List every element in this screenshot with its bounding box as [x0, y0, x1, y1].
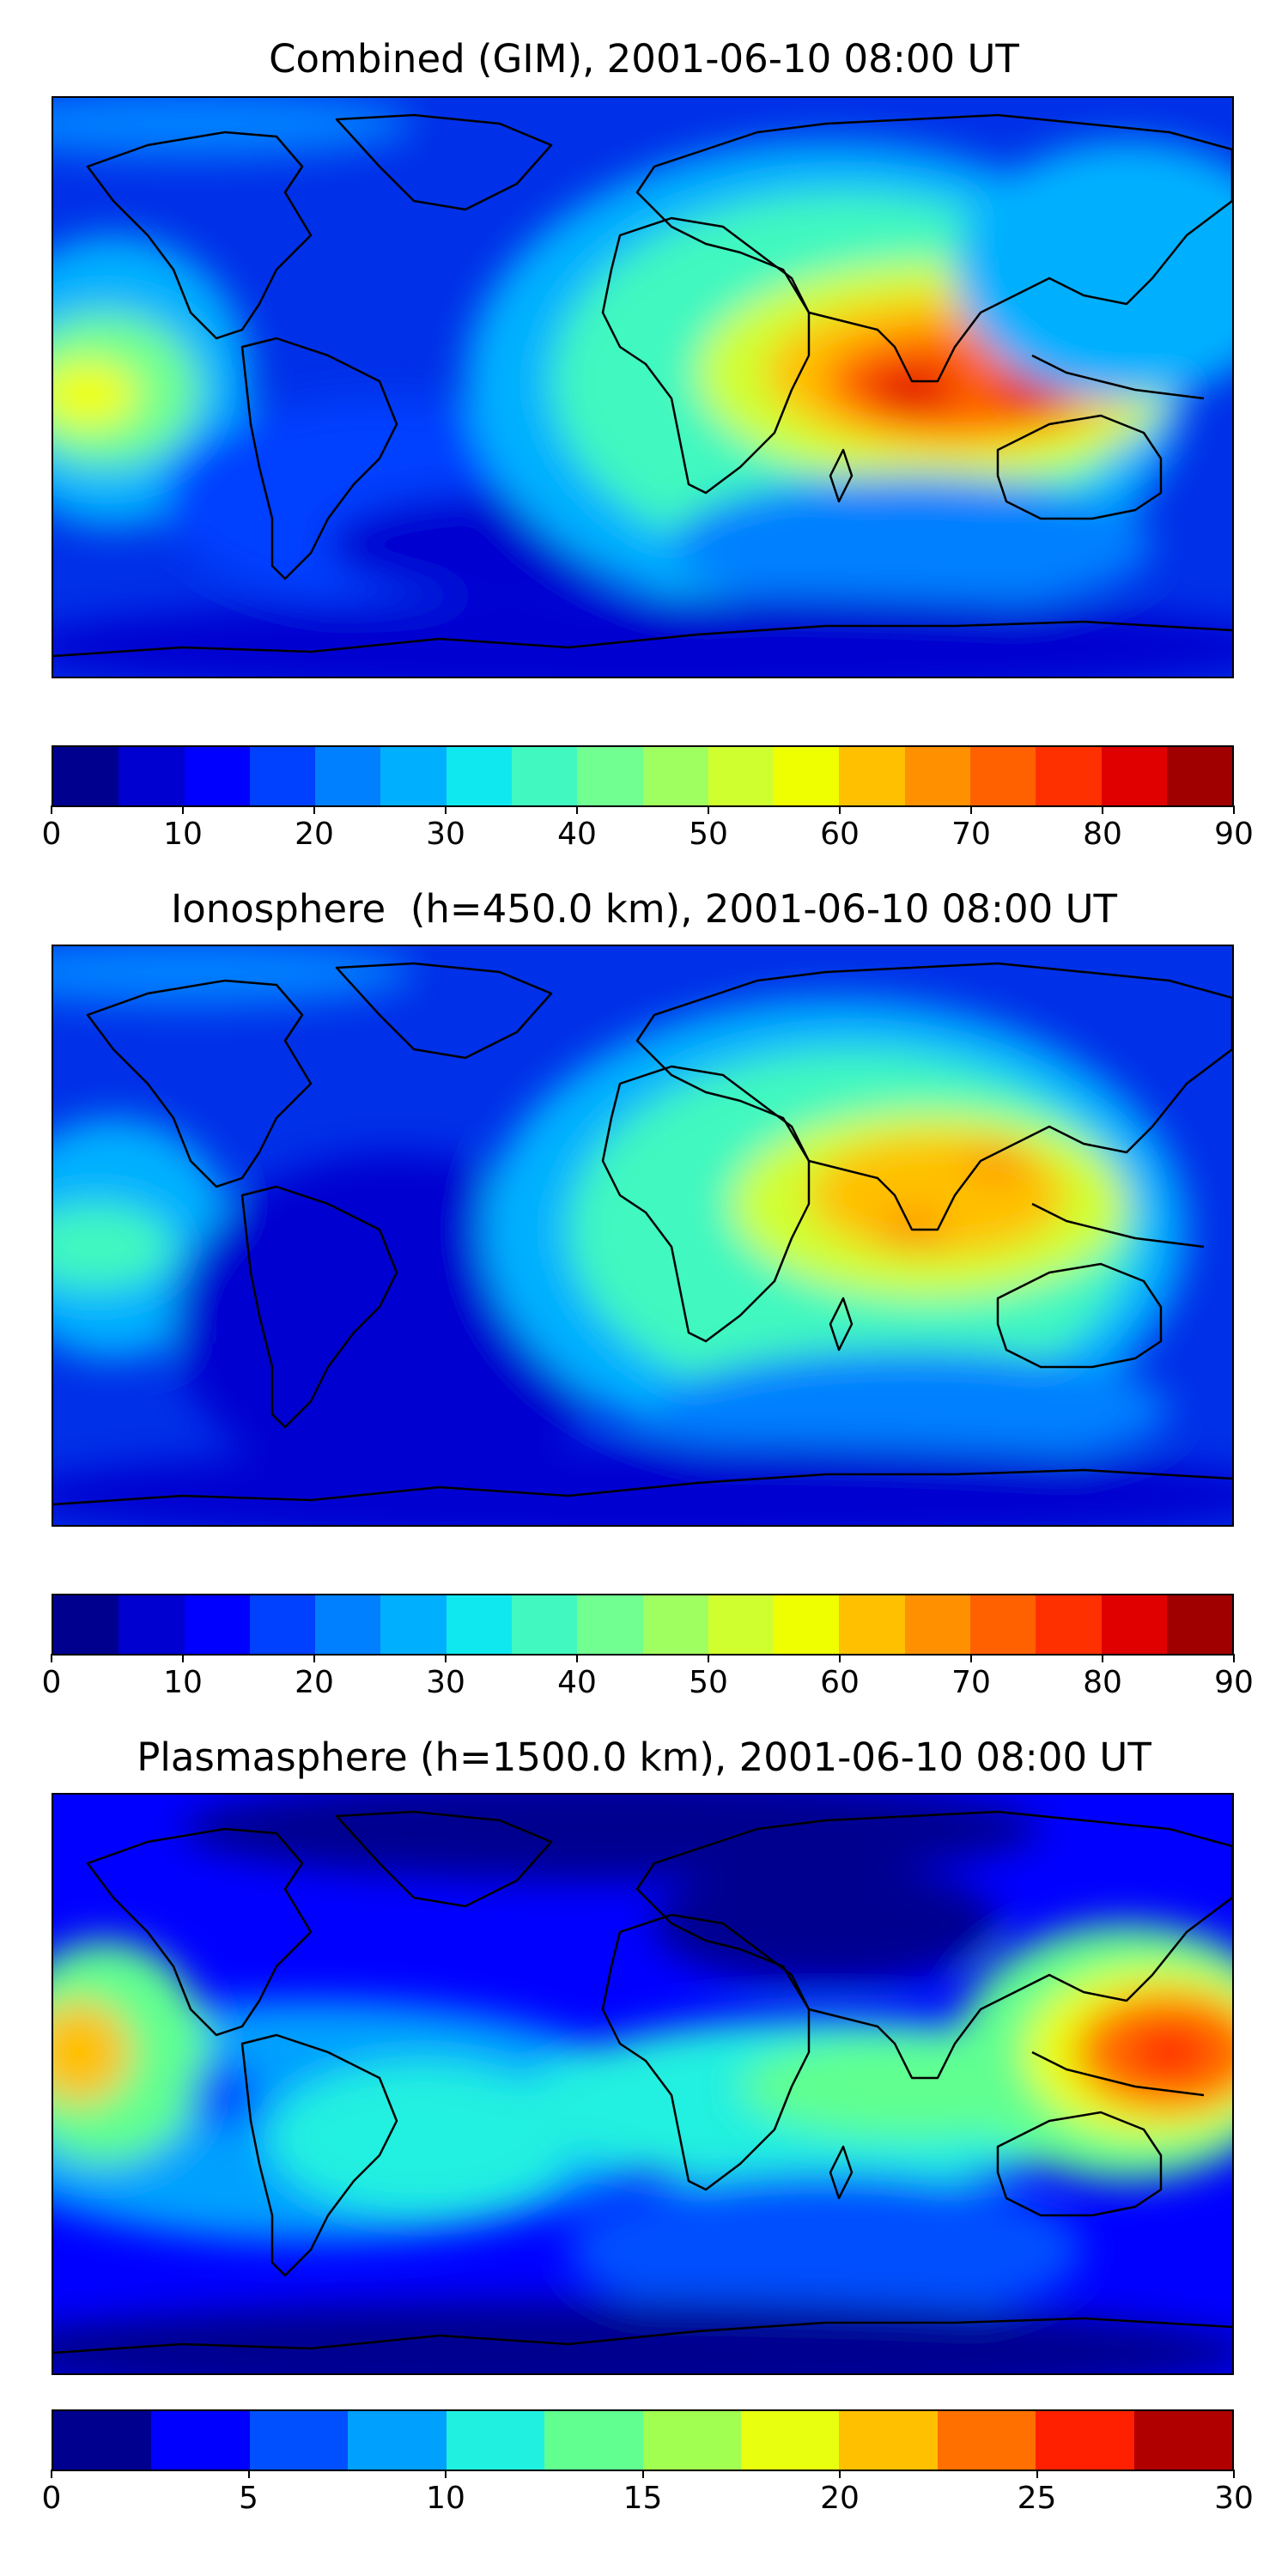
colorbar-segment [118, 1595, 185, 1654]
panel-title: Ionosphere (h=450.0 km), 2001-06-10 08:0… [170, 886, 1118, 932]
tec-map-combined [52, 96, 1234, 678]
colorbar-tick-label: 30 [1214, 2481, 1254, 2516]
colorbar-segment [839, 1595, 905, 1654]
coastlines [53, 962, 1232, 1506]
colorbar-segment [642, 2411, 741, 2470]
colorbar-segment [937, 2411, 1036, 2470]
colorbar-tick-label: 70 [951, 817, 991, 852]
colorbar-segment [511, 747, 578, 805]
colorbar-segment [708, 1595, 775, 1654]
colorbar-tick-label: 10 [163, 1665, 203, 1700]
colorbar-tick-label: 40 [557, 1665, 597, 1700]
colorbar-segment [904, 1595, 970, 1654]
colorbar-tick-label: 30 [426, 1665, 465, 1700]
colorbar [52, 2409, 1234, 2471]
colorbar-segment [839, 2411, 938, 2470]
colorbar-tick-label: 50 [689, 817, 728, 852]
colorbar-segment [53, 747, 119, 805]
colorbar-tick-label: 90 [1214, 1665, 1254, 1700]
colorbar-segment [446, 747, 512, 805]
colorbar-tick-label: 10 [426, 2481, 465, 2516]
colorbar-segment [315, 1595, 381, 1654]
colorbar-segment [642, 1595, 708, 1654]
colorbar-tick-label: 50 [689, 1665, 728, 1700]
colorbar-tick-label: 80 [1083, 817, 1122, 852]
colorbar-segment [1036, 1595, 1102, 1654]
colorbar-tick-label: 70 [951, 1665, 991, 1700]
colorbar-segment [544, 2411, 643, 2470]
colorbar-tick-label: 15 [623, 2481, 663, 2516]
colorbar-segment [151, 2411, 250, 2470]
colorbar-segment [969, 747, 1036, 805]
colorbar-segment [249, 2411, 349, 2470]
colorbar-segment [380, 1595, 447, 1654]
panel-title: Plasmasphere (h=1500.0 km), 2001-06-10 0… [137, 1735, 1151, 1780]
colorbar-ticks: 0 5 10 15 20 25 30 [42, 2470, 1254, 2521]
colorbar-tick-label: 0 [41, 1665, 62, 1700]
colorbar-segment [774, 1595, 840, 1654]
colorbar-segment [511, 1595, 578, 1654]
colorbar-segment [249, 1595, 316, 1654]
colorbar-segment [577, 747, 643, 805]
colorbar-segment [642, 747, 708, 805]
colorbar-tick-label: 0 [41, 2481, 62, 2516]
colorbar-tick-label: 5 [239, 2481, 258, 2516]
colorbar-tick-label: 40 [557, 817, 597, 852]
colorbar-segment [184, 747, 250, 805]
colorbar-segment [969, 1595, 1036, 1654]
colorbar-tick-label: 0 [41, 817, 62, 852]
colorbar-tick-label: 90 [1214, 817, 1254, 852]
colorbar-segment [1133, 2411, 1232, 2470]
colorbar-tick-label: 20 [295, 1665, 334, 1700]
colorbar-segment [446, 2411, 545, 2470]
colorbar-tick-label: 10 [163, 817, 203, 852]
colorbar-segment [53, 1595, 119, 1654]
coastlines [53, 113, 1232, 658]
colorbar-segment [1101, 1595, 1167, 1654]
colorbar-segment [118, 747, 185, 805]
colorbar-segment [249, 747, 316, 805]
colorbar-segment [1036, 2411, 1134, 2470]
colorbar-segment [904, 747, 970, 805]
colorbar-tick-label: 20 [295, 817, 334, 852]
colorbar-tick-label: 60 [820, 817, 860, 852]
coastlines [53, 1810, 1232, 2354]
colorbar-segment [839, 747, 905, 805]
colorbar-segment [348, 2411, 447, 2470]
colorbar [52, 745, 1234, 807]
colorbar-segment [315, 747, 381, 805]
colorbar-segment [740, 2411, 840, 2470]
colorbar-segment [708, 747, 775, 805]
colorbar-segment [184, 1595, 250, 1654]
colorbar-segment [446, 1595, 512, 1654]
colorbar [52, 1594, 1234, 1656]
colorbar-segment [774, 747, 840, 805]
colorbar-tick-label: 60 [820, 1665, 860, 1700]
colorbar-tick-label: 30 [426, 817, 465, 852]
colorbar-segment [53, 2411, 152, 2470]
colorbar-segment [1036, 747, 1102, 805]
panel-title: Combined (GIM), 2001-06-10 08:00 UT [269, 36, 1019, 82]
colorbar-ticks: 0 10 20 30 40 50 60 70 80 90 [42, 805, 1254, 857]
colorbar-segment [1166, 1595, 1232, 1654]
tec-map-plasmasphere [52, 1793, 1234, 2375]
colorbar-segment [1166, 747, 1232, 805]
colorbar-tick-label: 80 [1083, 1665, 1122, 1700]
colorbar-segment [577, 1595, 643, 1654]
colorbar-segment [380, 747, 447, 805]
colorbar-tick-label: 20 [820, 2481, 860, 2516]
colorbar-ticks: 0 10 20 30 40 50 60 70 80 90 [42, 1654, 1254, 1705]
colorbar-segment [1101, 747, 1167, 805]
tec-map-ionosphere [52, 945, 1234, 1527]
colorbar-tick-label: 25 [1017, 2481, 1057, 2516]
